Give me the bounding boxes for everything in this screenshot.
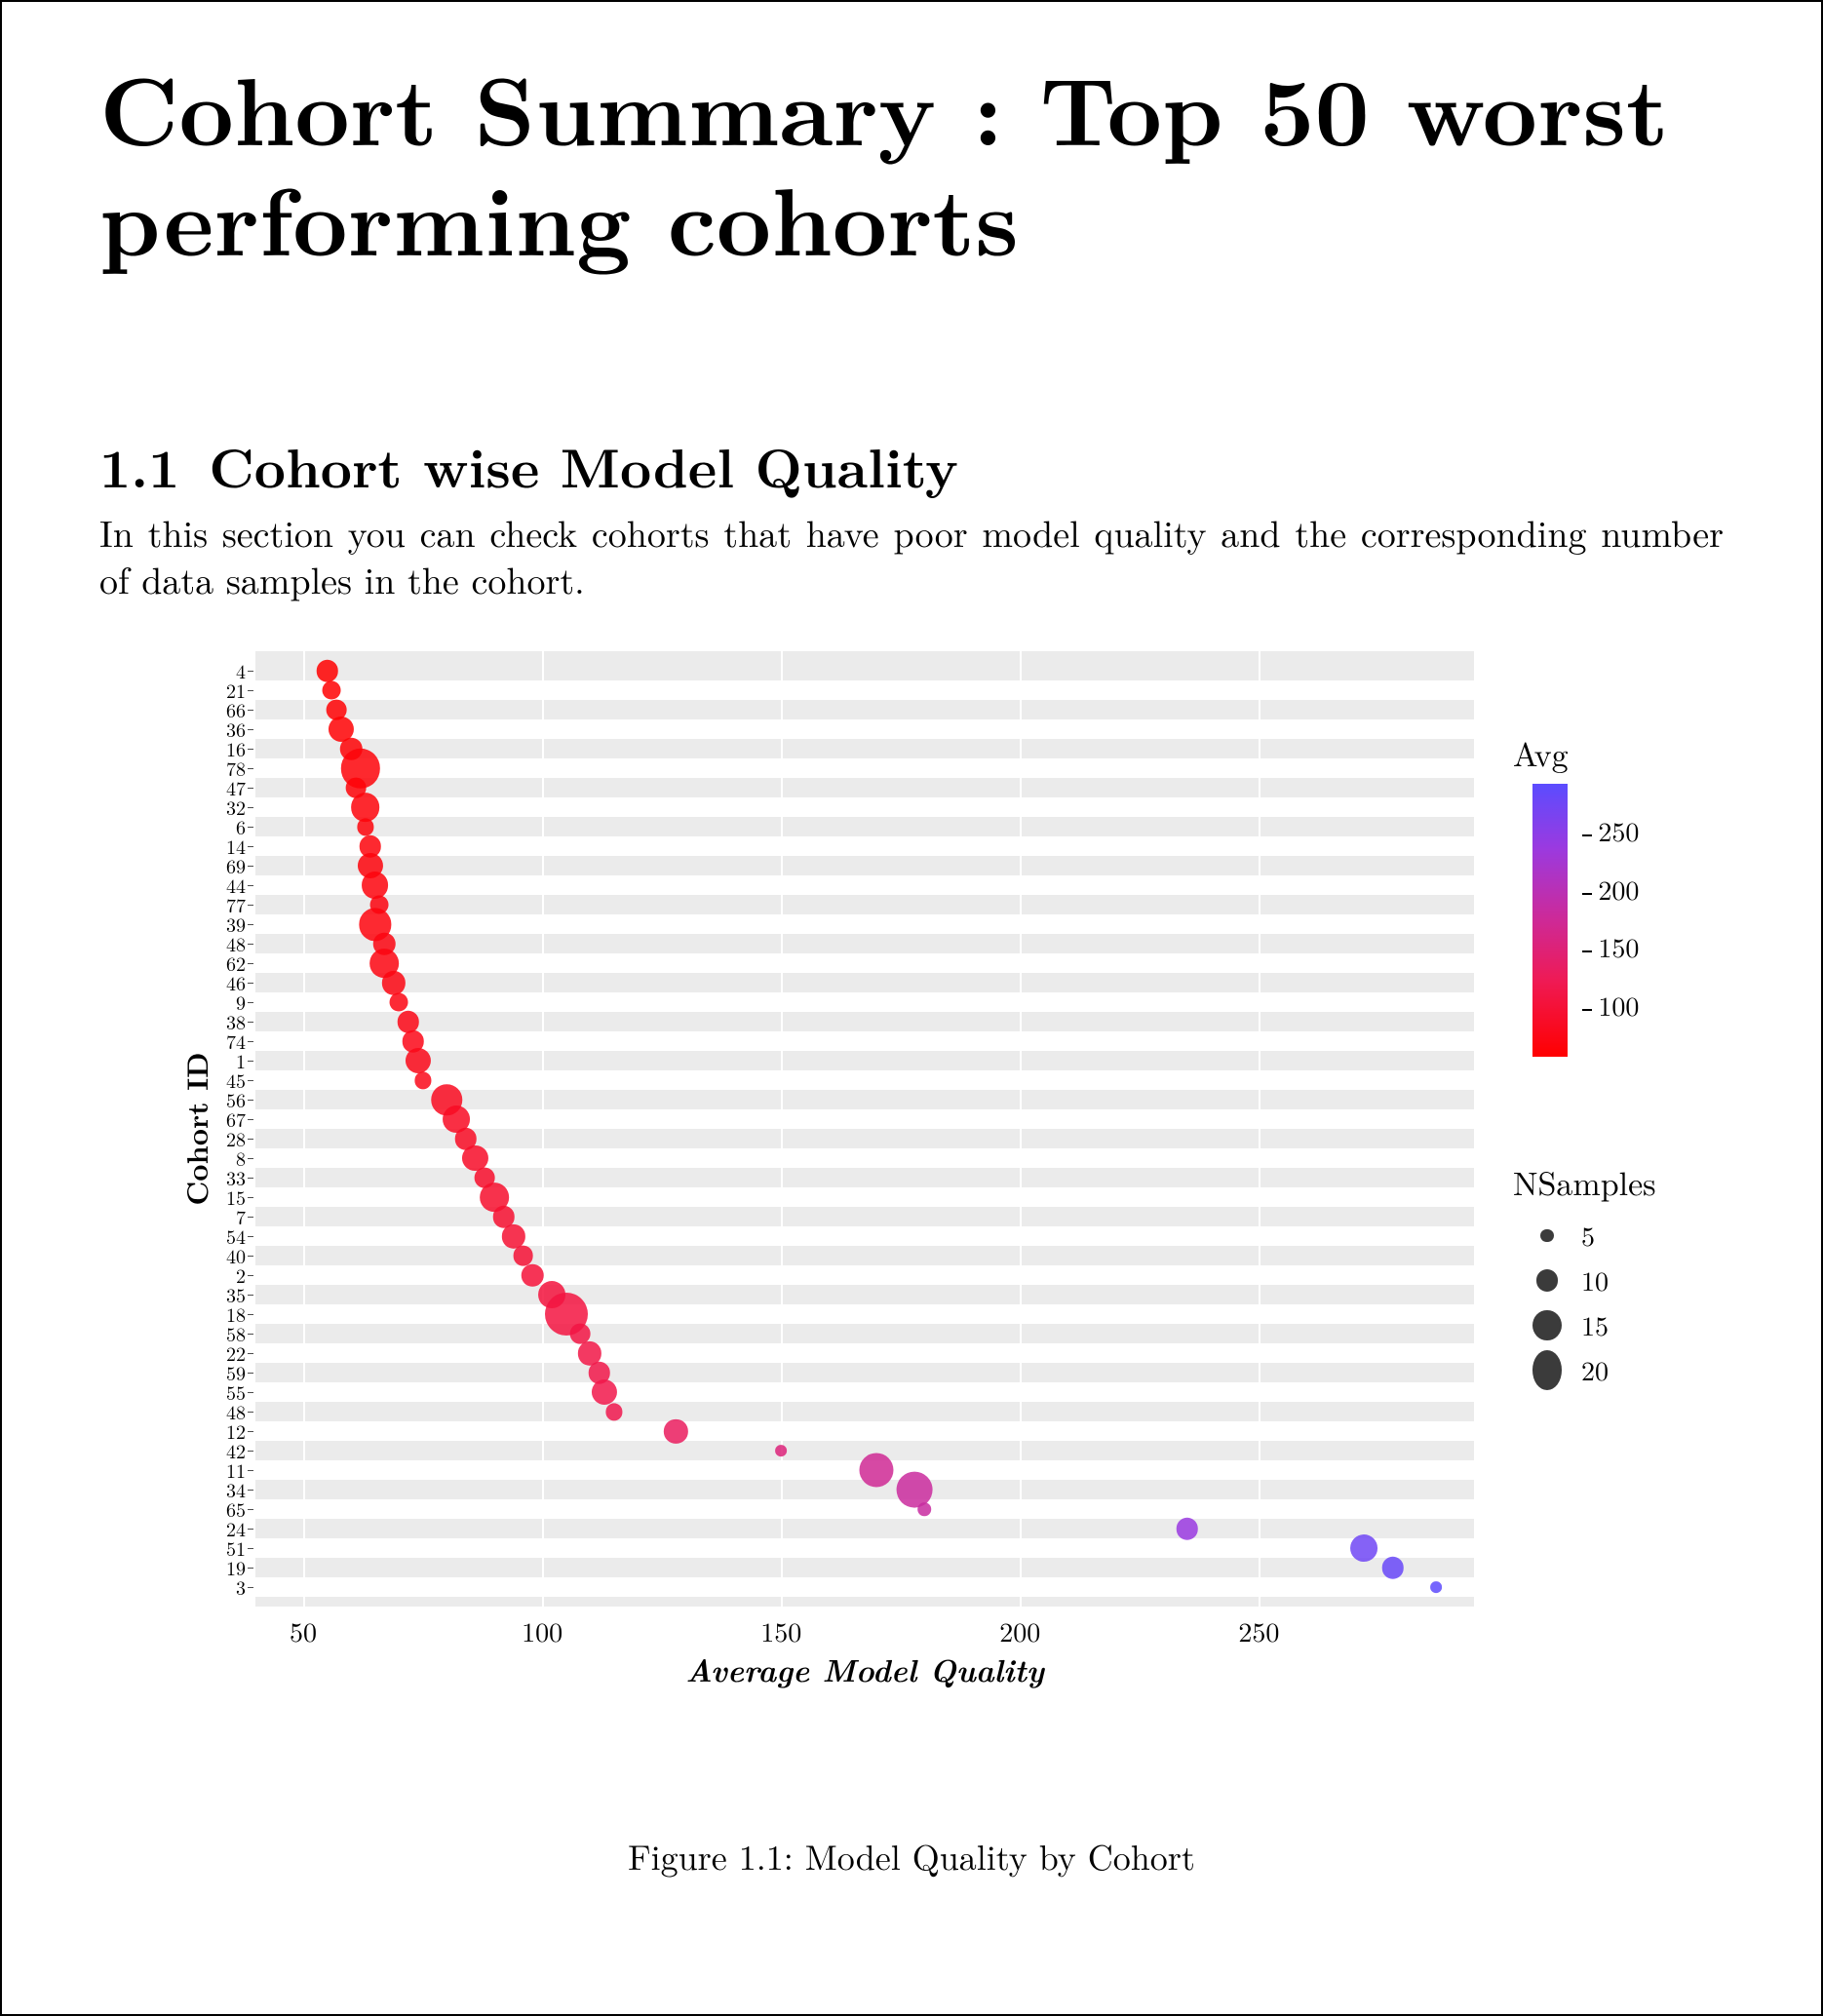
data-point	[1177, 1518, 1199, 1540]
data-point	[1381, 1557, 1404, 1579]
size-legend-item: 15	[1532, 1302, 1805, 1347]
colorbar	[1532, 784, 1568, 1057]
data-point	[592, 1379, 617, 1405]
section-number: 1.1	[99, 426, 179, 504]
figure-caption: Figure 1.1: Model Quality by Cohort	[99, 1831, 1724, 1880]
section-heading: Cohort wise Model Quality	[209, 426, 958, 504]
section-body: In this section you can check cohorts th…	[99, 510, 1724, 602]
data-point	[351, 794, 380, 823]
data-point	[390, 993, 408, 1012]
section-1-1: 1.1 Cohort wise Model Quality In this sec…	[99, 426, 1724, 602]
size-legend: NSamples 5101520	[1513, 1158, 1805, 1392]
x-tick-label: 200	[999, 1611, 1040, 1650]
document-page: Cohort Summary : Top 50 worst performing…	[0, 0, 1823, 2016]
size-legend-item: 10	[1532, 1258, 1805, 1302]
size-legend-item: 5	[1532, 1213, 1805, 1258]
data-point	[357, 819, 373, 835]
data-point	[605, 1404, 622, 1420]
data-point	[860, 1454, 894, 1488]
data-point	[1350, 1534, 1377, 1562]
page-title: Cohort Summary : Top 50 worst performing…	[99, 51, 1724, 270]
color-legend: Avg 100 150 200 250	[1513, 729, 1805, 1057]
x-axis-label: Average Model Quality	[255, 1646, 1474, 1691]
data-point	[406, 1048, 431, 1073]
data-point	[398, 1011, 420, 1033]
size-legend-items: 5101520	[1513, 1213, 1805, 1392]
data-point	[316, 660, 338, 682]
x-tick-label: 250	[1238, 1611, 1279, 1650]
data-point	[1430, 1581, 1442, 1593]
data-point	[323, 681, 341, 700]
color-legend-title: Avg	[1513, 729, 1805, 776]
figure-1-1: Cohort ID 421663616784732614694477394862…	[99, 651, 1724, 1704]
data-point	[522, 1264, 544, 1287]
data-point	[362, 872, 389, 899]
data-point	[513, 1246, 533, 1266]
colorbar-tick: 200	[1582, 870, 1639, 909]
colorbar-tick: 150	[1582, 927, 1639, 966]
x-tick-label: 100	[522, 1611, 562, 1650]
x-tick-label: 150	[760, 1611, 801, 1650]
y-tick-label: 3	[187, 1577, 246, 1597]
size-legend-title: NSamples	[1513, 1158, 1805, 1205]
x-tick-label: 50	[290, 1611, 317, 1650]
data-point	[382, 971, 406, 994]
data-point	[775, 1445, 787, 1456]
data-point	[917, 1503, 931, 1517]
size-legend-item: 20	[1532, 1347, 1805, 1392]
colorbar-tick: 100	[1582, 986, 1639, 1025]
plot-area	[255, 651, 1474, 1607]
colorbar-tick: 250	[1582, 811, 1639, 850]
